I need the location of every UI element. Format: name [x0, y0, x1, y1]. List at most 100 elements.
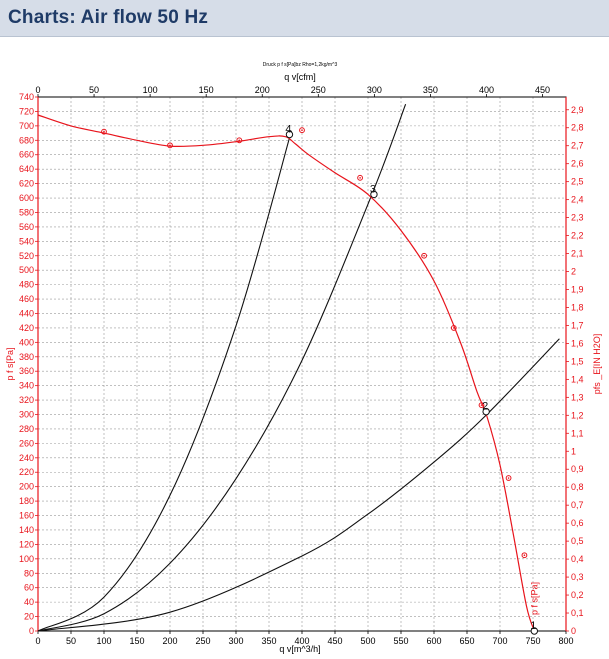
operating-point-label: 2 — [482, 401, 488, 413]
section-header: Charts: Air flow 50 Hz — [0, 0, 609, 37]
y-right-tick-label: 0 — [571, 626, 576, 636]
y-right-tick-label: 2,5 — [571, 177, 584, 187]
x-tick-label: 0 — [35, 636, 40, 646]
x-top-tick-label: 150 — [199, 85, 214, 95]
measured-point-dot — [453, 327, 455, 329]
y-tick-label: 40 — [24, 597, 34, 607]
x-tick-label: 650 — [459, 636, 474, 646]
y-axis-title: p f s[Pa] — [5, 347, 15, 380]
y-tick-label: 660 — [19, 150, 34, 160]
y-tick-label: 500 — [19, 265, 34, 275]
x-top-tick-label: 50 — [89, 85, 99, 95]
y-tick-label: 600 — [19, 193, 34, 203]
x-top-tick-label: 200 — [255, 85, 270, 95]
y-tick-label: 0 — [29, 626, 34, 636]
y-right-tick-label: 2,3 — [571, 213, 584, 223]
measured-point — [101, 128, 107, 135]
x-tick-label: 400 — [294, 636, 309, 646]
measured-point-dot — [359, 177, 361, 179]
operating-point-label: 4 — [285, 124, 291, 136]
measured-point-dot — [238, 139, 241, 142]
y-right-tick-label: 1,1 — [571, 428, 584, 438]
y-right-tick-label: 1,6 — [571, 338, 584, 348]
y-right-axis-title: pfs _E[IN H2O] — [592, 334, 602, 395]
y-right-tick-label: 1,4 — [571, 374, 584, 384]
x-top-tick-label: 0 — [35, 85, 40, 95]
x-tick-label: 800 — [558, 636, 573, 646]
operating-point-4 — [285, 130, 294, 139]
y-right-tick-label: 2,1 — [571, 249, 584, 259]
y-tick-label: 280 — [19, 424, 34, 434]
y-tick-label: 480 — [19, 280, 34, 290]
y-tick-label: 560 — [19, 222, 34, 232]
measured-point — [505, 475, 512, 481]
x-tick-label: 500 — [360, 636, 375, 646]
measured-point-dot — [301, 129, 303, 131]
y-right-tick-label: 1,3 — [571, 392, 584, 402]
page-title: Charts: Air flow 50 Hz — [8, 7, 209, 28]
y-tick-label: 740 — [19, 92, 34, 102]
y-tick-label: 540 — [19, 236, 34, 246]
x-tick-label: 150 — [129, 636, 144, 646]
y-tick-label: 680 — [19, 135, 34, 145]
x-tick-label: 550 — [393, 636, 408, 646]
y-tick-label: 140 — [19, 525, 34, 535]
x-tick-label: 300 — [228, 636, 243, 646]
y-tick-label: 300 — [19, 410, 34, 420]
x-tick-label: 350 — [261, 636, 276, 646]
y-right-tick-label: 0,7 — [571, 500, 584, 510]
x-top-tick-label: 250 — [311, 85, 326, 95]
grid — [38, 97, 566, 631]
y-tick-label: 200 — [19, 482, 34, 492]
y-tick-label: 240 — [19, 453, 34, 463]
y-tick-label: 420 — [19, 323, 34, 333]
measured-point-dot — [523, 554, 526, 557]
y-right-tick-label: 1,5 — [571, 356, 584, 366]
measured-point-dot — [507, 477, 510, 479]
y-tick-label: 520 — [19, 251, 34, 261]
y-right-tick-label: 2,7 — [571, 141, 584, 151]
y-tick-label: 400 — [19, 337, 34, 347]
y-tick-label: 620 — [19, 179, 34, 189]
operating-point-3 — [370, 190, 378, 199]
y-tick-label: 20 — [24, 612, 34, 622]
y-right-tick-label: 2,8 — [571, 123, 584, 133]
y-tick-label: 640 — [19, 164, 34, 174]
x-axis-title: q v[m^3/h] — [279, 644, 320, 654]
system-curve-2 — [37, 338, 560, 632]
y-tick-label: 340 — [19, 381, 34, 391]
measured-point — [357, 174, 363, 181]
measured-point — [521, 552, 528, 559]
y-tick-label: 440 — [19, 308, 34, 318]
y-tick-label: 580 — [19, 207, 34, 217]
operating-point-label: 1 — [530, 620, 536, 632]
operating-point-label: 3 — [370, 183, 376, 195]
y-tick-label: 720 — [19, 106, 34, 116]
y-tick-label: 180 — [19, 496, 34, 506]
y-right-tick-label: 1,7 — [571, 320, 584, 330]
y-right-tick-label: 2,4 — [571, 195, 584, 205]
y-tick-label: 460 — [19, 294, 34, 304]
y-tick-label: 100 — [19, 554, 34, 564]
measured-point — [167, 142, 173, 149]
x-top-tick-label: 100 — [143, 85, 158, 95]
measured-point — [299, 127, 305, 134]
measured-point — [478, 402, 485, 409]
y-right-tick-label: 0,8 — [571, 482, 584, 492]
operating-point-1 — [530, 627, 539, 635]
x-tick-label: 450 — [327, 636, 342, 646]
measured-point — [236, 137, 243, 144]
measured-point-dot — [480, 404, 483, 406]
measured-point-dot — [423, 254, 425, 257]
y-tick-label: 80 — [24, 568, 34, 578]
system-curve-4 — [37, 130, 292, 632]
y-tick-label: 220 — [19, 467, 34, 477]
y-tick-label: 360 — [19, 366, 34, 376]
y-tick-label: 160 — [19, 511, 34, 521]
y-right-tick-label: 2,6 — [571, 159, 584, 169]
x-top-tick-label: 450 — [535, 85, 550, 95]
y-right-tick-label: 2,9 — [571, 105, 584, 115]
y-tick-label: 120 — [19, 539, 34, 549]
y-right-tick-label: 2 — [571, 267, 576, 277]
y-tick-label: 320 — [19, 395, 34, 405]
